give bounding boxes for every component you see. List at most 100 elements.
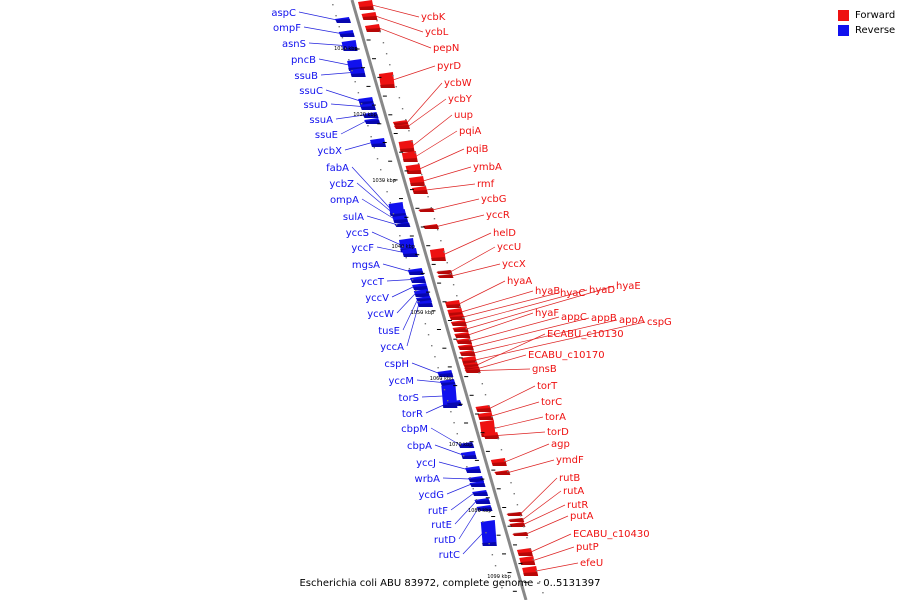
axis-dot (437, 229, 438, 230)
reverse-gene-label: yccV (365, 293, 389, 304)
axis-dot (377, 158, 378, 159)
forward-gene-leader (450, 247, 495, 272)
reverse-gene-label: mgsA (352, 260, 380, 271)
axis-dot (437, 367, 438, 368)
forward-gene-label: efeU (580, 558, 603, 569)
reverse-gene-label: rutF (428, 506, 448, 517)
reverse-gene-label: ssuD (304, 100, 329, 111)
reverse-gene-label: rutC (439, 550, 460, 561)
forward-gene-leader (497, 432, 545, 436)
axis-dot (447, 400, 448, 401)
reverse-gene-leader (447, 484, 471, 494)
reverse-gene-label: ompA (330, 195, 359, 206)
forward-gene-block (412, 186, 428, 194)
reverse-gene-label: asnS (282, 39, 306, 50)
reverse-gene-label: torR (402, 409, 423, 420)
reverse-gene-label: ssuC (299, 86, 323, 97)
forward-gene-label: ycbY (448, 94, 473, 105)
reverse-gene-label: ycdG (418, 490, 444, 501)
axis-dot (428, 334, 429, 335)
forward-gene-block (508, 518, 524, 522)
forward-gene-leader (526, 516, 568, 534)
forward-gene-label: hyaC (560, 288, 585, 299)
forward-gene-leader (478, 355, 526, 369)
axis-dot (495, 565, 496, 566)
axis-dot (488, 543, 489, 544)
axis-dot (507, 471, 508, 472)
forward-gene-label: torD (547, 427, 569, 438)
reverse-gene-label: pncB (291, 55, 316, 66)
forward-gene-block (430, 248, 446, 261)
axis-dot (450, 411, 451, 412)
axis-dot (431, 345, 432, 346)
reverse-gene-label: ssuA (309, 115, 333, 126)
axis-dot (453, 422, 454, 423)
reverse-gene-leader (304, 27, 341, 34)
axis-dot (504, 460, 505, 461)
forward-gene-leader (536, 563, 578, 571)
forward-gene-label: rutR (567, 500, 588, 511)
reverse-gene-label: rutD (434, 535, 456, 546)
reverse-gene-leader (341, 121, 366, 134)
forward-gene-leader (494, 417, 543, 429)
axis-dot (473, 488, 474, 489)
axis-dot (395, 86, 396, 87)
axis-dot (358, 92, 359, 93)
reverse-gene-label: ssuE (315, 130, 338, 141)
forward-gene-leader (451, 264, 500, 276)
axis-dot (453, 284, 454, 285)
reverse-gene-leader (299, 12, 337, 20)
axis-dot (415, 290, 416, 291)
reverse-gene-label: yccA (380, 342, 404, 353)
forward-gene-label: helD (493, 228, 516, 239)
forward-gene-leader (459, 281, 505, 304)
axis-dot (367, 125, 368, 126)
axis-dot (339, 26, 340, 27)
reverse-gene-label: cspH (384, 359, 409, 370)
axis-dot (469, 477, 470, 478)
axis-dot (523, 526, 524, 527)
forward-gene-block (494, 470, 510, 475)
forward-gene-label: hyaD (589, 285, 615, 296)
axis-dot (373, 9, 374, 10)
forward-gene-label: pyrD (437, 61, 461, 72)
kbp-tick-label: 1050 kbp (411, 310, 435, 316)
reverse-gene-label: yccT (361, 277, 385, 288)
forward-gene-label: ymbA (473, 162, 502, 173)
axis-dot (492, 554, 493, 555)
forward-gene-block (445, 300, 461, 308)
axis-dot (427, 196, 428, 197)
reverse-gene-leader (383, 264, 410, 272)
axis-dot (482, 521, 483, 522)
forward-gene-block (491, 458, 507, 466)
reverse-gene-leader (357, 183, 393, 213)
axis-dot (406, 257, 407, 258)
forward-gene-label: appC (561, 312, 587, 323)
forward-gene-label: gnsB (532, 364, 557, 375)
forward-gene-block (358, 0, 374, 10)
axis-dot (342, 37, 343, 38)
forward-gene-block (379, 72, 395, 88)
axis-dot (450, 273, 451, 274)
forward-gene-block (365, 24, 381, 32)
axis-dot (443, 251, 444, 252)
axis-dot (411, 141, 412, 142)
axis-dot (482, 383, 483, 384)
forward-gene-label: torC (541, 397, 562, 408)
forward-gene-leader (423, 167, 471, 181)
axis-dot (351, 70, 352, 71)
forward-gene-label: ycbL (425, 27, 449, 38)
axis-dot (491, 416, 492, 417)
forward-gene-block (437, 274, 453, 278)
reverse-gene-label: yccM (388, 376, 414, 387)
forward-gene-leader (426, 184, 475, 190)
forward-gene-leader (505, 444, 549, 462)
forward-gene-label: torA (545, 412, 566, 423)
forward-gene-block (406, 164, 422, 174)
reverse-gene-block (339, 30, 355, 37)
axis-dot (399, 97, 400, 98)
forward-gene-block (409, 176, 425, 186)
genome-caption: Escherichia coli ABU 83972, complete gen… (0, 578, 900, 589)
kbp-tick-label: 1060 kbp (430, 376, 454, 382)
reverse-gene-label: yccS (346, 228, 369, 239)
